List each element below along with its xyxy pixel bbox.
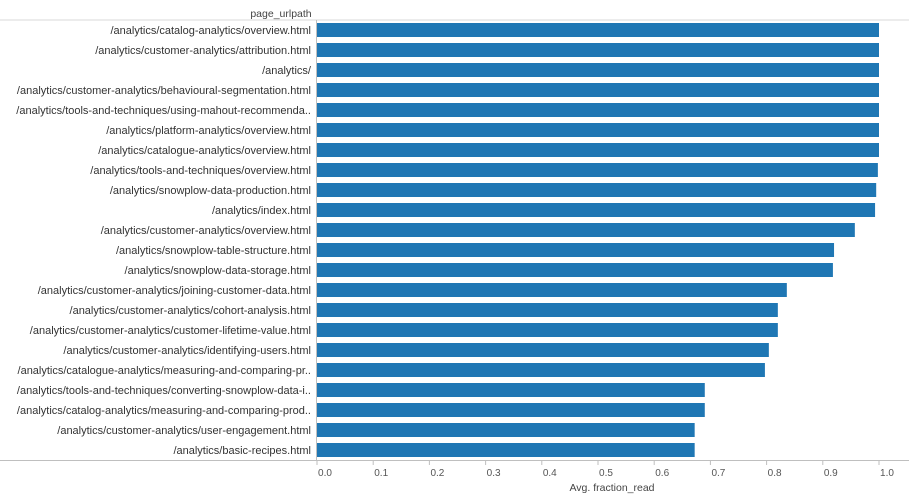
x-tick-label: 0.2 (430, 468, 444, 479)
row-label: /analytics/customer-analytics/attributio… (95, 45, 311, 57)
x-tick-label: 0.9 (824, 468, 838, 479)
row-label: /analytics/customer-analytics/identifyin… (63, 345, 311, 357)
row-label: /analytics/platform-analytics/overview.h… (106, 125, 311, 137)
row-label: /analytics/customer-analytics/behavioura… (17, 85, 311, 97)
x-tick-label: 0.4 (543, 468, 557, 479)
bar[interactable] (317, 303, 778, 317)
bars-group (317, 23, 879, 457)
x-tick-label: 0.5 (599, 468, 613, 479)
row-label: /analytics/catalog-analytics/overview.ht… (110, 25, 311, 37)
row-label: /analytics/customer-analytics/cohort-ana… (70, 305, 311, 317)
row-label: /analytics/ (262, 65, 312, 77)
bar[interactable] (317, 23, 879, 37)
bar[interactable] (317, 243, 835, 257)
row-label: /analytics/index.html (212, 205, 311, 217)
bar[interactable] (317, 363, 765, 377)
x-tick-label: 1.0 (880, 468, 894, 479)
bar[interactable] (317, 383, 705, 397)
row-label: /analytics/snowplow-data-production.html (110, 185, 311, 197)
bar[interactable] (317, 343, 769, 357)
row-label: /analytics/tools-and-techniques/overview… (90, 165, 311, 177)
x-tick-label: 0.7 (711, 468, 725, 479)
row-label: /analytics/snowplow-data-storage.html (125, 265, 311, 277)
x-tick-label: 0.1 (374, 468, 388, 479)
x-ticks-group: 0.0 0.1 0.2 0.3 0.4 0.5 0.6 0.7 0.8 0.9 1.0 (316, 460, 894, 479)
bar[interactable] (317, 203, 876, 217)
bar[interactable] (317, 163, 878, 177)
row-label: /analytics/customer-analytics/joining-cu… (38, 285, 311, 297)
bar[interactable] (317, 263, 833, 277)
row-label: /analytics/catalog-analytics/measuring-a… (17, 405, 311, 417)
row-label: /analytics/customer-analytics/overview.h… (101, 225, 311, 237)
x-tick-label: 0.3 (487, 468, 501, 479)
bar[interactable] (317, 83, 879, 97)
x-axis-title: Avg. fraction_read (569, 482, 654, 494)
bar[interactable] (317, 43, 879, 57)
x-tick-label: 0.0 (318, 468, 332, 479)
row-labels-group: /analytics/catalog-analytics/overview.ht… (16, 25, 312, 457)
x-tick-label: 0.6 (655, 468, 669, 479)
row-header-label: page_urlpath (250, 8, 311, 20)
row-label: /analytics/tools-and-techniques/using-ma… (16, 105, 311, 117)
row-label: /analytics/catalogue-analytics/overview.… (98, 145, 311, 157)
bar[interactable] (317, 63, 879, 77)
row-label: /analytics/snowplow-table-structure.html (116, 245, 311, 257)
row-label: /analytics/basic-recipes.html (173, 445, 311, 457)
bar[interactable] (317, 403, 705, 417)
bar[interactable] (317, 123, 879, 137)
bar[interactable] (317, 103, 879, 117)
bar[interactable] (317, 423, 695, 437)
bar[interactable] (317, 283, 787, 297)
bar[interactable] (317, 443, 695, 457)
bar[interactable] (317, 143, 879, 157)
row-label: /analytics/customer-analytics/user-engag… (57, 425, 311, 437)
bar[interactable] (317, 323, 778, 337)
row-label: /analytics/tools-and-techniques/converti… (17, 385, 311, 397)
bar[interactable] (317, 223, 855, 237)
row-label: /analytics/catalogue-analytics/measuring… (18, 365, 311, 377)
x-tick-label: 0.8 (768, 468, 782, 479)
bar[interactable] (317, 183, 877, 197)
row-label: /analytics/customer-analytics/customer-l… (30, 325, 311, 337)
